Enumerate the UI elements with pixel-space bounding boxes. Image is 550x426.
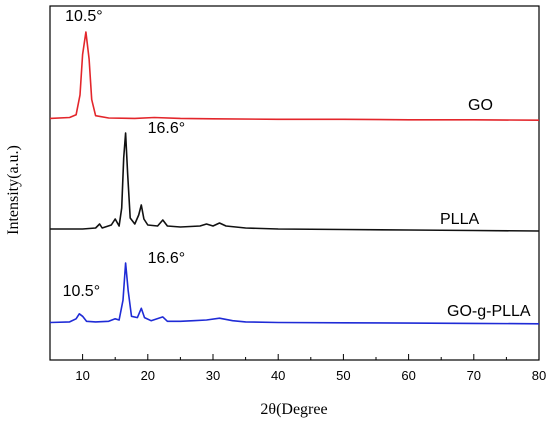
y-axis-title: Intensity(a.u.) xyxy=(5,145,22,235)
peak-label: 16.6° xyxy=(148,120,186,137)
peak-label: 10.5° xyxy=(63,283,101,300)
peak-label: 10.5° xyxy=(65,8,103,25)
x-tick-label: 60 xyxy=(401,368,415,383)
x-tick-label: 80 xyxy=(532,368,546,383)
series-label: PLLA xyxy=(440,211,479,228)
peak-annotations: 10.5° 16.6° 16.6° 10.5° xyxy=(63,8,186,300)
x-tick-label: 10 xyxy=(75,368,89,383)
x-tick-label: 40 xyxy=(271,368,285,383)
series-curves xyxy=(49,31,540,325)
x-tick-label: 20 xyxy=(141,368,155,383)
series-line xyxy=(49,31,540,121)
peak-label: 16.6° xyxy=(148,250,186,267)
x-tick-label: 50 xyxy=(336,368,350,383)
x-tick-label: 30 xyxy=(206,368,220,383)
x-tick-label: 70 xyxy=(467,368,481,383)
series-line xyxy=(50,132,540,232)
series-line xyxy=(49,262,540,325)
series-label: GO xyxy=(468,97,493,114)
plot-frame xyxy=(49,5,540,361)
x-axis-ticks: 10 20 30 40 50 60 70 80 xyxy=(49,354,546,383)
series-label: GO-g-PLLA xyxy=(447,303,531,320)
x-axis-title: 2θ(Degree xyxy=(260,401,327,418)
series-labels: GO PLLA GO-g-PLLA xyxy=(440,97,531,320)
